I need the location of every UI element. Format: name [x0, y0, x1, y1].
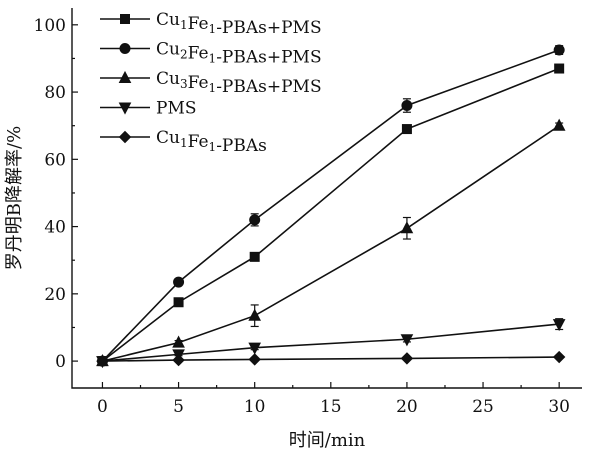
- legend-label: Cu1Fe1-PBAs: [156, 128, 267, 156]
- legend-item: Cu1Fe1-PBAs+PMS: [100, 10, 322, 38]
- legend: Cu1Fe1-PBAs+PMSCu2Fe1-PBAs+PMSCu3Fe1-PBA…: [100, 10, 322, 156]
- axes-layer: 0 5 10 15 20 25 30 0 20 40 60 80 100: [34, 8, 582, 417]
- triangle-down-marker: [552, 319, 566, 332]
- legend-text-part: -PBAs+PMS: [216, 18, 321, 38]
- x-tick-label: 20: [396, 397, 418, 417]
- triangle-up-marker: [400, 221, 414, 234]
- diamond-marker: [118, 130, 132, 144]
- diamond-marker: [552, 350, 566, 364]
- legend-subscript: 1: [209, 81, 217, 95]
- legend-subscript: 2: [180, 48, 188, 62]
- x-tick-label: 25: [472, 397, 494, 417]
- diamond-marker: [172, 353, 185, 367]
- series-3: [96, 118, 566, 367]
- legend-text-part: Fe: [188, 73, 209, 93]
- triangle-up-marker: [552, 118, 566, 131]
- x-axis-title: 时间/min: [289, 430, 366, 451]
- legend-item: Cu3Fe1-PBAs+PMS: [100, 69, 322, 97]
- y-tick-label: 40: [44, 218, 66, 238]
- triangle-up-marker: [172, 335, 185, 348]
- legend-label: Cu1Fe1-PBAs+PMS: [156, 10, 322, 38]
- square-marker: [173, 297, 184, 308]
- series-line: [101, 49, 560, 362]
- circle-marker: [401, 100, 413, 112]
- legend-text-part: PMS: [156, 99, 197, 119]
- legend-text-part: -PBAs+PMS: [216, 77, 321, 97]
- diamond-marker: [400, 352, 414, 365]
- legend-subscript: 1: [180, 136, 188, 150]
- diamond-marker: [96, 354, 109, 368]
- legend-subscript: 1: [209, 22, 217, 36]
- series-line: [102, 356, 560, 362]
- y-tick-label: 80: [44, 83, 66, 103]
- legend-text-part: Cu: [156, 10, 180, 30]
- axis-frame: [71, 8, 582, 389]
- legend-subscript: 1: [209, 52, 217, 66]
- legend-label: Cu2Fe1-PBAs+PMS: [156, 40, 322, 68]
- y-axis-title: 罗丹明B降解率/%: [4, 126, 25, 270]
- x-tick-label: 10: [244, 397, 266, 417]
- legend-text-part: Cu: [156, 40, 180, 60]
- circle-marker: [173, 276, 185, 288]
- legend-subscript: 1: [180, 18, 188, 32]
- legend-item: PMS: [100, 99, 197, 119]
- legend-label: PMS: [156, 99, 197, 119]
- y-tick-label: 100: [34, 16, 66, 36]
- x-tick-label: 15: [320, 397, 342, 417]
- square-marker: [249, 251, 260, 262]
- circle-marker: [553, 44, 565, 56]
- legend-item: Cu1Fe1-PBAs: [100, 128, 267, 156]
- x-tick-label: 0: [97, 397, 108, 417]
- y-tick-label: 0: [55, 352, 66, 372]
- legend-text-part: Cu: [156, 128, 180, 148]
- y-tick-label: 60: [44, 150, 66, 170]
- legend-subscript: 3: [180, 77, 188, 91]
- legend-text-part: Fe: [188, 44, 209, 64]
- y-tick-label: 20: [44, 285, 66, 305]
- legend-item: Cu2Fe1-PBAs+PMS: [100, 40, 322, 68]
- x-tick-label: 5: [173, 397, 184, 417]
- legend-text-part: -PBAs: [216, 136, 267, 156]
- diamond-marker: [248, 353, 261, 366]
- series-layer: [96, 44, 566, 369]
- series-line: [102, 125, 560, 362]
- square-marker: [120, 14, 130, 24]
- triangle-down-marker: [400, 334, 414, 347]
- series-2: [96, 44, 565, 367]
- triangle-down-marker: [248, 342, 262, 355]
- x-tick-label: 30: [548, 397, 570, 417]
- legend-subscript: 1: [209, 140, 217, 154]
- series-5: [96, 350, 566, 368]
- legend-text-part: -PBAs+PMS: [216, 48, 321, 68]
- circle-marker: [119, 43, 131, 54]
- legend-text-part: Fe: [188, 14, 209, 34]
- triangle-down-marker: [118, 102, 132, 115]
- square-marker: [401, 124, 412, 135]
- legend-text-part: Cu: [156, 69, 180, 89]
- triangle-up-marker: [248, 308, 262, 321]
- series-line: [102, 323, 560, 362]
- triangle-up-marker: [118, 70, 132, 83]
- square-marker: [554, 63, 565, 74]
- legend-text-part: Fe: [188, 132, 209, 152]
- circle-marker: [249, 214, 261, 226]
- legend-label: Cu3Fe1-PBAs+PMS: [156, 69, 322, 97]
